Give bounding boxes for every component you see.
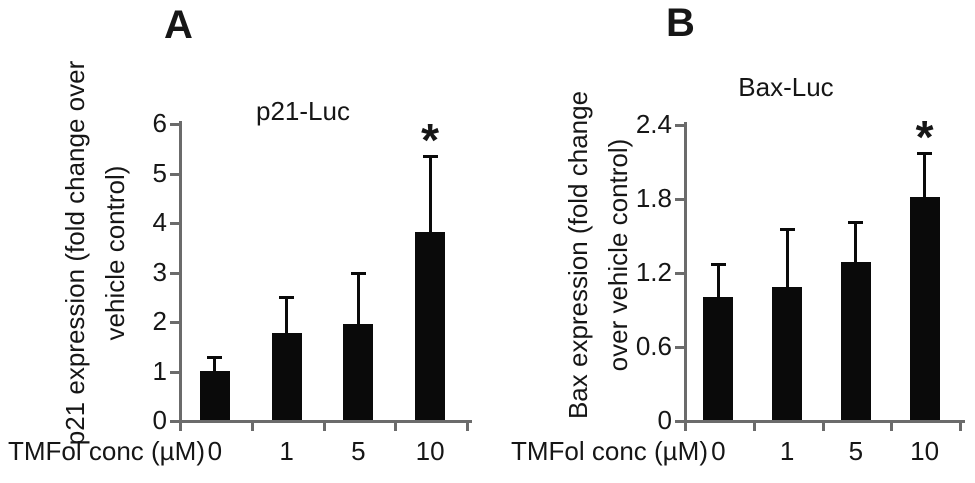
x-tick-label: 1 xyxy=(779,436,795,466)
x-tick-mark xyxy=(959,423,962,431)
y-tick-label: 0 xyxy=(657,405,672,435)
error-bar-cap xyxy=(350,271,366,275)
y-tick-mark xyxy=(170,420,179,423)
y-tick-label: 0 xyxy=(152,405,167,435)
panel-b-title: Bax-Luc xyxy=(738,72,834,102)
bar-0uM xyxy=(703,296,734,420)
y-tick-label: 4 xyxy=(152,207,167,237)
y-tick-label: 1.8 xyxy=(635,183,672,213)
error-bar-line xyxy=(285,295,289,339)
x-axis-line xyxy=(684,420,965,423)
bar-1uM xyxy=(271,333,302,420)
bar-5uM xyxy=(343,324,374,420)
error-bar-line xyxy=(213,355,217,376)
x-tick-mark xyxy=(466,423,469,431)
error-bar-line xyxy=(716,263,720,302)
y-tick-label: 2 xyxy=(152,306,167,336)
y-tick-mark xyxy=(675,124,684,127)
y-axis-line xyxy=(684,122,687,423)
y-tick-mark xyxy=(170,321,179,324)
error-bar-line xyxy=(923,152,927,202)
error-bar-cap xyxy=(207,355,223,359)
x-tick-label: 10 xyxy=(910,436,940,466)
y-tick-mark xyxy=(170,222,179,225)
error-bar-line xyxy=(356,271,360,330)
significance-asterisk: * xyxy=(421,113,440,166)
y-tick-mark xyxy=(675,198,684,201)
panel-a-letter: A xyxy=(164,3,193,47)
bar-0uM xyxy=(199,370,230,420)
x-axis-line xyxy=(179,420,472,423)
x-tick-mark xyxy=(821,423,825,431)
y-tick-mark xyxy=(170,271,179,275)
bar-10uM xyxy=(415,231,446,420)
error-bar-line xyxy=(428,154,432,237)
y-tick-label: 1.2 xyxy=(635,257,672,287)
x-tick-label: 0 xyxy=(711,436,726,466)
y-tick-mark xyxy=(170,123,179,126)
x-tick-mark xyxy=(179,423,182,431)
y-axis-line xyxy=(179,121,182,423)
error-bar-cap xyxy=(279,295,295,299)
y-tick-label: 1 xyxy=(152,355,167,386)
bar-5uM xyxy=(840,262,871,420)
error-bar-cap xyxy=(422,154,438,158)
bar-1uM xyxy=(772,286,803,420)
x-tick-mark xyxy=(322,423,326,431)
error-bar-cap xyxy=(710,263,726,267)
y-tick-mark xyxy=(675,346,684,349)
y-tick-mark xyxy=(675,272,684,275)
significance-asterisk: * xyxy=(915,111,934,164)
error-bar-cap xyxy=(779,227,795,231)
error-bar-cap xyxy=(917,152,933,156)
y-tick-mark xyxy=(170,172,179,176)
x-tick-mark xyxy=(684,423,687,431)
y-tick-mark xyxy=(675,420,684,423)
error-bar-line xyxy=(785,227,789,292)
x-tick-label: 10 xyxy=(415,436,445,466)
x-tick-label: 0 xyxy=(207,436,223,466)
y-tick-label: 5 xyxy=(152,157,167,188)
y-tick-mark xyxy=(170,370,179,374)
x-tick-mark xyxy=(890,423,894,431)
x-tick-mark xyxy=(752,423,756,431)
x-tick-label: 5 xyxy=(848,436,864,466)
x-tick-mark xyxy=(250,423,254,431)
error-bar-line xyxy=(854,221,858,268)
y-tick-label: 0.6 xyxy=(635,331,672,361)
panel-a-title: p21-Luc xyxy=(256,96,350,126)
error-bar-cap xyxy=(848,221,864,225)
x-tick-label: 1 xyxy=(279,436,294,466)
y-tick-label: 2.4 xyxy=(635,109,672,139)
bar-10uM xyxy=(909,196,940,420)
y-tick-label: 3 xyxy=(152,256,167,287)
panel-b-x-axis-label: TMFol conc (µM) xyxy=(511,436,708,466)
panel-b-letter: B xyxy=(666,1,695,45)
x-tick-mark xyxy=(394,423,398,431)
panel-a-x-axis-label: TMFol conc (µM) xyxy=(8,436,205,466)
x-tick-label: 5 xyxy=(351,436,366,466)
y-tick-label: 6 xyxy=(152,108,167,138)
